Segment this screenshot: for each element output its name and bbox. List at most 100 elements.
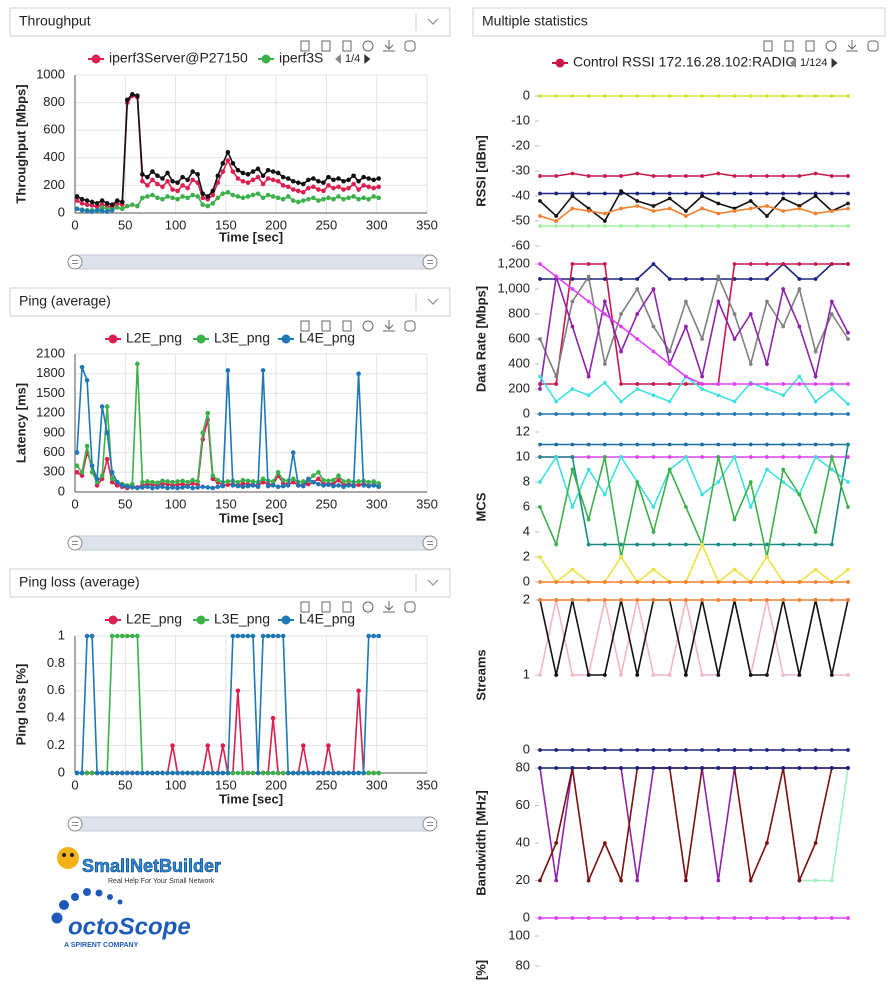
- data-point: [260, 195, 266, 201]
- toolbar-button[interactable]: [362, 601, 374, 613]
- data-point: [150, 169, 155, 174]
- data-point: [225, 770, 231, 776]
- data-point: [200, 195, 206, 201]
- toolbar-button[interactable]: [362, 320, 374, 332]
- data-point: [586, 467, 591, 472]
- zoom-handle[interactable]: [422, 816, 438, 832]
- zoom-handle[interactable]: [67, 254, 83, 270]
- data-point: [651, 412, 656, 416]
- panel-title: Throughput: [19, 13, 91, 29]
- icon: [383, 601, 395, 613]
- data-point: [230, 483, 236, 488]
- data-point: [230, 633, 236, 639]
- dropdown-toggle[interactable]: [427, 298, 439, 305]
- data-point: [813, 262, 818, 266]
- icon: [846, 40, 858, 52]
- data-point: [150, 479, 155, 485]
- data-point: [619, 580, 623, 584]
- data-point: [235, 483, 241, 489]
- data-point: [351, 194, 356, 199]
- icon: [867, 40, 879, 52]
- toolbar-button[interactable]: [300, 40, 310, 52]
- legend-label[interactable]: L4E_png: [299, 330, 355, 346]
- data-point: [829, 94, 834, 98]
- toolbar-button[interactable]: [805, 40, 815, 52]
- data-point: [205, 485, 211, 490]
- data-point: [846, 174, 850, 178]
- legend-label[interactable]: iperf3S: [279, 50, 323, 66]
- data-point: [732, 399, 737, 404]
- data-point: [619, 598, 623, 602]
- data-point: [667, 442, 672, 447]
- data-point: [265, 483, 271, 489]
- data-point: [270, 194, 276, 199]
- dropdown-toggle[interactable]: [427, 579, 439, 586]
- pager-prev[interactable]: [790, 58, 796, 68]
- x-tick-label: 50: [118, 777, 132, 792]
- data-point: [316, 469, 321, 475]
- data-point: [538, 374, 542, 379]
- zoom-handle[interactable]: [422, 254, 438, 270]
- data-point: [700, 94, 705, 98]
- data-point: [829, 580, 834, 584]
- data-point: [195, 172, 200, 177]
- zoom-handle[interactable]: [422, 535, 438, 551]
- data-point: [554, 382, 559, 386]
- data-point: [230, 161, 236, 166]
- toolbar-button[interactable]: [321, 601, 331, 613]
- data-point: [602, 442, 607, 447]
- data-point: [813, 567, 818, 572]
- data-point: [667, 412, 672, 416]
- data-point: [797, 191, 802, 196]
- toolbar-button[interactable]: [846, 40, 858, 52]
- data-point: [165, 485, 170, 491]
- toolbar-button[interactable]: [321, 320, 331, 332]
- logo-smallnetbuilder: SmallNetBuilder Real Help For Your Small…: [57, 847, 221, 885]
- legend-label[interactable]: L4E_png: [299, 611, 355, 627]
- pager-next[interactable]: [364, 54, 371, 64]
- toolbar-button[interactable]: [342, 40, 352, 52]
- toolbar-button[interactable]: [784, 40, 794, 52]
- data-point: [586, 374, 591, 379]
- y-tick-label: 0: [523, 405, 530, 420]
- icon: [784, 40, 794, 52]
- toolbar-button[interactable]: [321, 40, 331, 52]
- toolbar-button[interactable]: [342, 320, 352, 332]
- x-tick-label: 50: [118, 496, 132, 511]
- legend-label[interactable]: L3E_png: [214, 330, 270, 346]
- toolbar-button[interactable]: [342, 601, 352, 613]
- legend-label[interactable]: L3E_png: [214, 611, 270, 627]
- toolbar-button[interactable]: [763, 40, 773, 52]
- toolbar-button[interactable]: [383, 320, 395, 332]
- toolbar-button[interactable]: [383, 40, 395, 52]
- toolbar-button[interactable]: [867, 40, 879, 52]
- logo-octoscope: octoScope A SPIRENT COMPANY: [51, 888, 191, 949]
- zoom-handle[interactable]: [67, 535, 83, 551]
- toolbar-button[interactable]: [404, 601, 416, 613]
- legend-label[interactable]: L2E_png: [126, 611, 182, 627]
- pager-prev[interactable]: [335, 54, 341, 64]
- toolbar-button[interactable]: [825, 40, 837, 52]
- data-point: [265, 633, 271, 639]
- toolbar-button[interactable]: [300, 601, 310, 613]
- data-point: [321, 180, 326, 185]
- legend-label[interactable]: Control RSSI 172.16.28.102:RADIO: [573, 54, 796, 70]
- data-point: [716, 274, 721, 279]
- dropdown-toggle[interactable]: [427, 18, 439, 25]
- y-tick-label: 1500: [36, 385, 65, 400]
- data-point: [306, 481, 311, 487]
- toolbar-button[interactable]: [362, 40, 374, 52]
- toolbar-button[interactable]: [404, 40, 416, 52]
- data-point: [619, 455, 623, 459]
- data-point: [781, 455, 786, 459]
- legend-label[interactable]: iperf3Server@P27150: [109, 50, 248, 66]
- zoom-handle[interactable]: [67, 816, 83, 832]
- toolbar-button[interactable]: [404, 320, 416, 332]
- legend-label[interactable]: L2E_png: [126, 330, 182, 346]
- pager-next[interactable]: [831, 58, 838, 68]
- data-point: [225, 149, 231, 155]
- data-point: [813, 598, 818, 602]
- toolbar-button[interactable]: [383, 601, 395, 613]
- toolbar-button[interactable]: [300, 320, 310, 332]
- data-point: [230, 192, 236, 198]
